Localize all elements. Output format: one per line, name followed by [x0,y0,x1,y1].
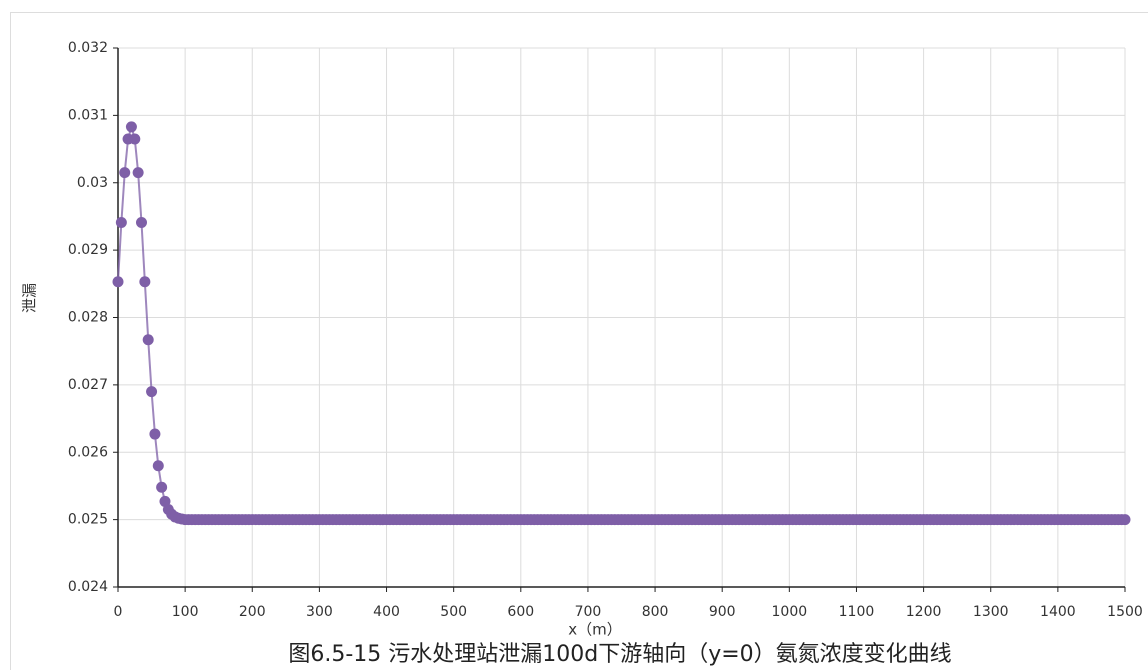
data-point [146,386,158,398]
data-point [139,276,151,288]
y-tick-label: 0.028 [68,310,108,326]
x-tick-label: 500 [440,604,467,620]
x-tick-label: 600 [507,604,534,620]
x-tick-label: 900 [709,604,736,620]
x-tick-label: 300 [306,604,333,620]
data-point [149,428,161,440]
y-axis-label: 泄漏 [21,283,39,313]
y-tick-label: 0.024 [68,579,108,595]
x-tick-label: 1200 [906,604,942,620]
x-tick-label: 1500 [1107,604,1143,620]
x-tick-label: 800 [642,604,669,620]
data-point [135,217,147,229]
y-tick-label: 0.027 [68,377,108,393]
data-point [152,460,164,472]
y-tick-label: 0.032 [68,40,108,56]
y-tick-label: 0.029 [68,242,108,258]
x-tick-label: 1000 [772,604,808,620]
x-tick-label: 100 [172,604,199,620]
data-point [112,276,124,288]
y-tick-label: 0.03 [77,175,108,191]
chart-frame [10,12,1148,670]
x-tick-label: 1300 [973,604,1009,620]
data-point [1119,514,1131,526]
y-tick-label: 0.025 [68,512,108,528]
x-tick-label: 1100 [839,604,875,620]
x-tick-label: 400 [373,604,400,620]
x-tick-label: 0 [114,604,123,620]
y-tick-label: 0.026 [68,444,108,460]
data-point [119,167,131,179]
data-point [125,121,137,133]
caption: 图6.5-15 污水处理站泄漏100d下游轴向（y=0）氨氮浓度变化曲线 [288,642,951,667]
data-point [132,167,144,179]
x-tick-label: 1400 [1040,604,1076,620]
data-point [156,481,168,493]
x-tick-label: 200 [239,604,266,620]
data-point [142,334,154,346]
x-tick-label: 700 [575,604,602,620]
y-tick-label: 0.031 [68,107,108,123]
x-axis-label: x（m） [568,621,622,639]
data-point [129,133,141,145]
data-point [115,217,127,229]
